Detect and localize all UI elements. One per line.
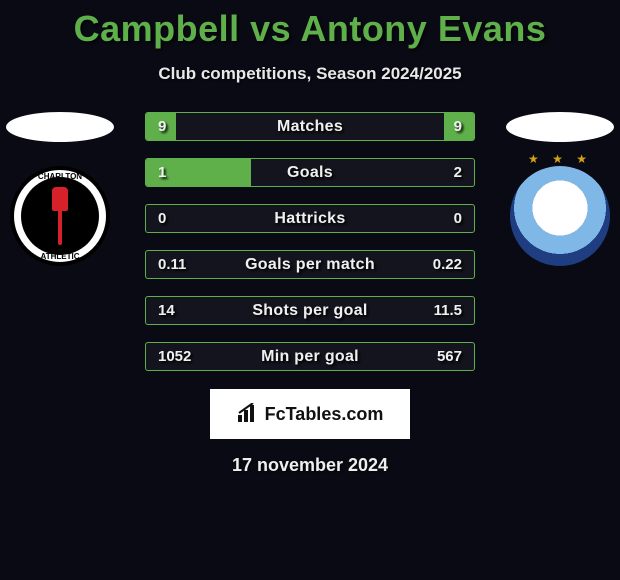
stat-row: 9Matches9 (145, 112, 475, 141)
stat-value-right: 11.5 (422, 297, 474, 324)
stat-row: 0.11Goals per match0.22 (145, 250, 475, 279)
stat-row: 1Goals2 (145, 158, 475, 187)
stat-value-right: 567 (425, 343, 474, 370)
subtitle: Club competitions, Season 2024/2025 (0, 64, 620, 84)
player-right-silhouette (506, 112, 614, 142)
stat-value-right: 9 (442, 113, 474, 140)
player-left-silhouette (6, 112, 114, 142)
player-left-column: CHARLTON ATHLETIC (0, 112, 120, 266)
team-crest-right: ★ ★ ★ (510, 166, 610, 266)
stat-label: Hattricks (146, 205, 474, 232)
stat-value-right: 0.22 (421, 251, 474, 278)
date-label: 17 november 2024 (0, 455, 620, 476)
page-title: Campbell vs Antony Evans (0, 0, 620, 50)
player-right-column: ★ ★ ★ (500, 112, 620, 266)
stat-row: 14Shots per goal11.5 (145, 296, 475, 325)
stat-label: Matches (146, 113, 474, 140)
stat-row: 1052Min per goal567 (145, 342, 475, 371)
stats-list: 9Matches9 1Goals2 0Hattricks0 0.11Goals per… (145, 112, 475, 371)
brand-chart-icon (237, 403, 259, 427)
stat-label: Goals (146, 159, 474, 186)
stat-value-right: 2 (442, 159, 474, 186)
team-crest-left: CHARLTON ATHLETIC (10, 166, 110, 266)
comparison-panel: CHARLTON ATHLETIC ★ ★ ★ 9Matches9 1Goals2… (0, 112, 620, 371)
crest-stars-icon: ★ ★ ★ (510, 152, 610, 166)
brand-text: FcTables.com (265, 404, 384, 425)
crest-text-bottom: ATHLETIC (14, 252, 106, 261)
stat-row: 0Hattricks0 (145, 204, 475, 233)
brand-badge: FcTables.com (210, 389, 410, 439)
stat-value-right: 0 (442, 205, 474, 232)
